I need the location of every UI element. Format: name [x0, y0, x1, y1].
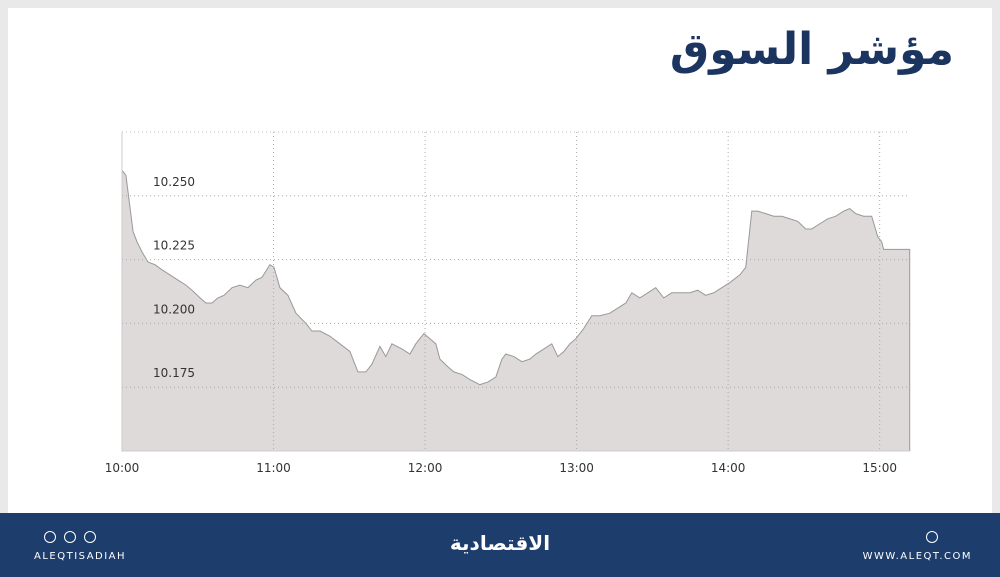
- chart-title: مؤشر السوق: [669, 24, 954, 75]
- web-icon[interactable]: [926, 531, 938, 543]
- x-tick-label: 11:00: [256, 461, 291, 475]
- social-handle: ALEQTISADIAH: [34, 551, 127, 562]
- y-tick-label: 10.250: [153, 175, 195, 189]
- chart: 10.175 10.200 10.225 10.250 10:00 11:00 12:00 1…: [105, 131, 911, 475]
- y-tick-label: 10.175: [153, 366, 195, 380]
- twitter-icon[interactable]: [84, 531, 96, 543]
- website: WWW.ALEQT.COM: [862, 551, 972, 562]
- x-tick-label: 15:00: [862, 461, 897, 475]
- x-tick-label: 12:00: [408, 461, 443, 475]
- x-tick-label: 13:00: [559, 461, 594, 475]
- x-tick-label: 10:00: [105, 461, 140, 475]
- brand-logo: الاقتصادية: [449, 531, 551, 555]
- y-tick-label: 10.200: [153, 302, 195, 316]
- area: [121, 168, 911, 452]
- facebook-icon[interactable]: [64, 531, 76, 543]
- x-tick-label: 14:00: [711, 461, 746, 475]
- footer: ALEQTISADIAH الاقتصادية WWW.ALEQT.COM: [0, 513, 1000, 577]
- instagram-icon[interactable]: [44, 531, 56, 543]
- y-tick-label: 10.225: [153, 239, 195, 253]
